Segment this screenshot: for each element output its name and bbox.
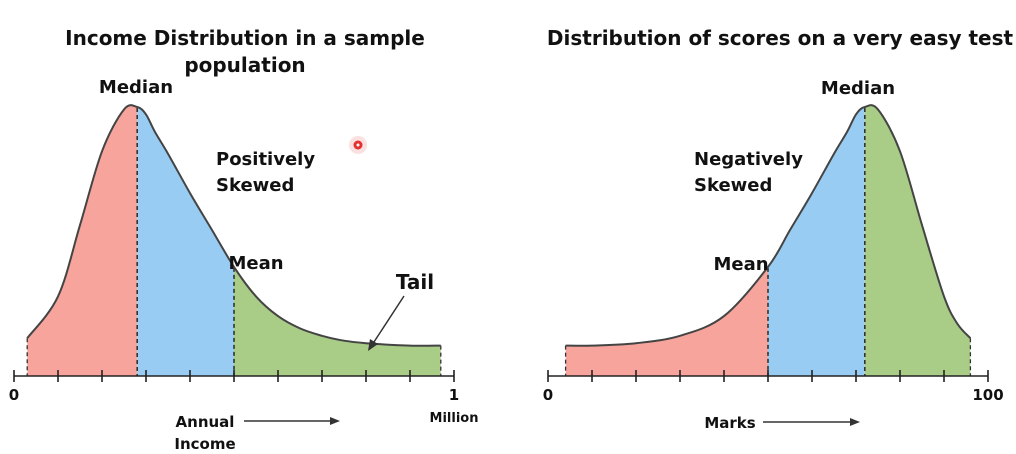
- scores-x-label: Marks: [704, 414, 755, 432]
- income-region-mid: [137, 106, 234, 376]
- income-chart-title-line1: Income Distribution in a sample: [65, 26, 425, 50]
- income-x-end-label: 1: [449, 386, 459, 404]
- scores-median-label: Median: [821, 78, 895, 99]
- tail-arrow-line: [371, 295, 405, 346]
- income-x-start-label: 0: [9, 386, 19, 404]
- cursor-dot-center: [356, 143, 360, 147]
- scores-x-ticks: [547, 370, 989, 382]
- income-skew-label-line2: Skewed: [216, 175, 294, 196]
- income-x-end-unit: Million: [430, 411, 479, 426]
- scores-skew-label-line2: Skewed: [694, 175, 772, 196]
- income-x-label-line1: Annual: [176, 413, 235, 431]
- scores-region-high: [864, 105, 971, 376]
- income-distribution-chart: Income Distribution in a sample populati…: [9, 26, 479, 453]
- income-distribution-curve: [26, 104, 441, 347]
- income-chart-title-line2: population: [184, 53, 305, 77]
- test-scores-dividers: [564, 108, 972, 376]
- income-x-ticks: [13, 370, 455, 382]
- scores-x-start-label: 0: [543, 386, 553, 404]
- income-x-label-line2: Income: [174, 435, 235, 453]
- income-region-high: [234, 266, 441, 376]
- income-region-low: [27, 105, 138, 376]
- scores-skew-label-line1: Negatively: [694, 149, 803, 170]
- scores-x-direction-arrow-icon: [850, 418, 860, 426]
- income-distribution-regions: [27, 105, 441, 376]
- test-scores-curve: [565, 104, 972, 347]
- scores-mean-label: Mean: [713, 254, 768, 275]
- income-tail-label: Tail: [396, 270, 434, 294]
- test-scores-chart: Distribution of scores on a very easy te…: [543, 26, 1014, 432]
- income-x-direction-arrow-icon: [330, 417, 340, 425]
- income-skew-label-line1: Positively: [216, 149, 315, 170]
- income-distribution-dividers: [26, 108, 442, 376]
- scores-region-mid: [768, 106, 865, 376]
- scores-region-low: [565, 266, 768, 376]
- income-mean-label: Mean: [228, 253, 283, 274]
- tail-arrow-head-icon: [368, 339, 378, 351]
- income-median-label: Median: [99, 77, 173, 98]
- scores-chart-title: Distribution of scores on a very easy te…: [547, 26, 1014, 50]
- test-scores-regions: [565, 105, 971, 376]
- scores-x-end-label: 100: [972, 386, 1003, 404]
